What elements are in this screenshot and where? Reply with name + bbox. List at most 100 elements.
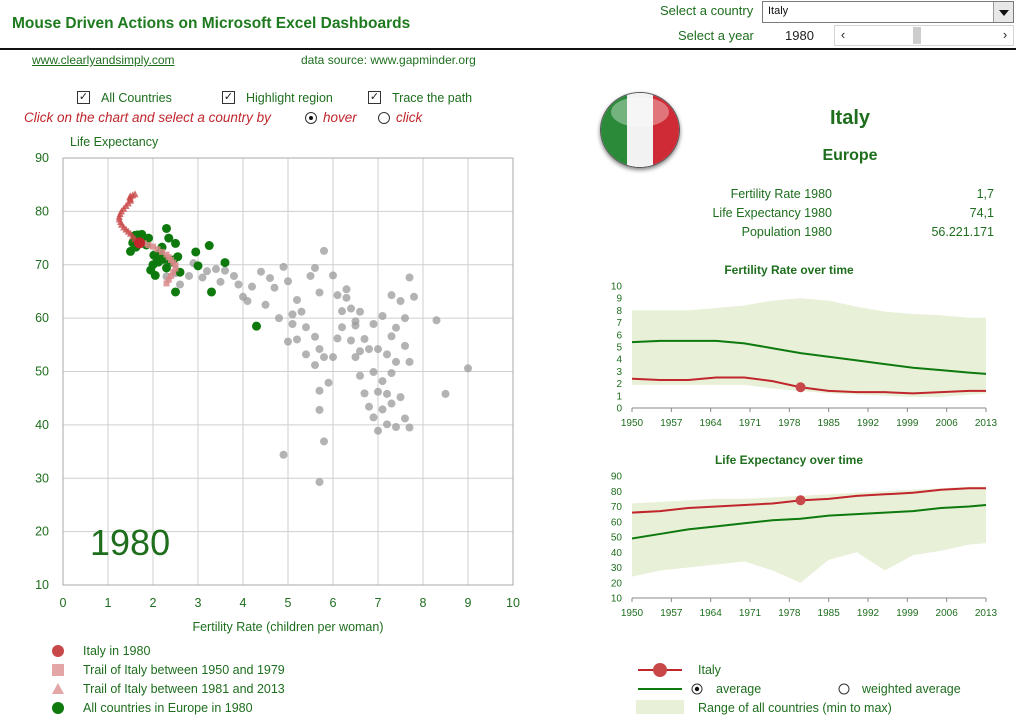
y-tick-label: 50 <box>35 365 49 379</box>
all-countries-point <box>401 314 409 323</box>
all-countries-point <box>320 246 328 255</box>
y-tick-label: 2 <box>616 379 622 390</box>
all-countries-point <box>387 369 396 378</box>
x-tick-label: 1985 <box>818 608 841 619</box>
average-line <box>631 503 987 540</box>
x-tick-label: 1999 <box>896 418 919 429</box>
y-tick-label: 9 <box>616 294 622 305</box>
x-tick-label: 1978 <box>778 418 801 429</box>
y-tick-label: 4 <box>616 355 622 366</box>
y-tick-label: 30 <box>35 471 49 485</box>
italy-trail-before-point <box>163 251 170 258</box>
site-link[interactable]: www.clearlyandsimply.com <box>32 53 175 67</box>
y-tick-label: 60 <box>611 517 623 528</box>
legend-range-label: Range of all countries (min to max) <box>698 701 892 715</box>
select-year-value: 1980 <box>785 28 814 43</box>
europe-country-point <box>252 321 261 331</box>
click-label: click <box>396 110 423 125</box>
country-combobox-value: Italy <box>768 5 789 17</box>
italy-trail-before-point <box>159 248 165 255</box>
all-countries-point <box>329 271 337 280</box>
country-combobox[interactable]: Italy <box>762 1 1014 23</box>
all-countries-point <box>315 345 324 354</box>
all-countries-point <box>293 295 301 304</box>
all-countries-point <box>392 423 400 432</box>
instruction-text: Click on the chart and select a country … <box>24 110 271 125</box>
all-countries-point <box>405 423 414 432</box>
all-countries-checkbox[interactable]: ✓ <box>77 91 90 104</box>
europe-country-point <box>150 270 160 280</box>
chevron-left-icon[interactable]: ‹ <box>840 27 846 42</box>
all-countries-point <box>216 277 225 286</box>
all-countries-point <box>230 271 238 280</box>
all-countries-point <box>306 271 315 280</box>
europe-country-point <box>144 233 153 243</box>
chevron-right-icon[interactable]: › <box>1002 27 1008 42</box>
all-countries-point <box>329 353 337 362</box>
x-tick-label: 1978 <box>778 608 801 619</box>
click-radio[interactable] <box>378 112 390 124</box>
range-band <box>632 486 986 583</box>
x-tick-label: 1985 <box>818 418 841 429</box>
weighted-average-radio <box>838 683 850 695</box>
all-countries-point <box>297 307 306 316</box>
all-countries-point <box>315 288 324 297</box>
big-year-label: 1980 <box>90 522 170 563</box>
select-year-label: Select a year <box>678 28 754 43</box>
all-countries-point <box>320 353 328 362</box>
all-countries-point <box>212 265 220 274</box>
all-countries-point <box>293 335 301 344</box>
country-name: Italy <box>829 107 871 129</box>
y-tick-label: 8 <box>616 306 622 317</box>
all-countries-point <box>365 402 373 411</box>
hover-radio[interactable] <box>305 112 317 124</box>
all-countries-point <box>261 300 270 309</box>
data-source-text: data source: www.gapminder.org <box>301 53 476 67</box>
x-tick-label: 1950 <box>621 418 644 429</box>
y-tick-label: 0 <box>616 404 622 415</box>
all-countries-point <box>392 357 400 366</box>
all-countries-point <box>324 378 333 387</box>
dashboard-title: Mouse Driven Actions on Microsoft Excel … <box>12 15 411 32</box>
select-country-label: Select a country <box>660 3 754 18</box>
x-tick-label: 1957 <box>660 608 683 619</box>
all-countries-point <box>248 282 256 291</box>
legend-italy-dot-icon <box>653 663 667 677</box>
scatter-chart[interactable]: 0 1 2 3 4 5 6 7 8 9 10 10 20 30 40 50 60 70 80 90 Life Expec… <box>0 130 560 640</box>
italy-current-point <box>134 237 145 249</box>
all-countries-point <box>338 323 346 332</box>
x-tick-label: 0 <box>60 596 67 610</box>
all-countries-point <box>369 319 378 328</box>
all-countries-label: All Countries <box>101 91 172 105</box>
all-countries-point <box>347 336 355 345</box>
all-countries-point <box>198 273 207 282</box>
all-countries-point <box>392 323 400 332</box>
all-countries-point <box>221 266 229 275</box>
all-countries-point <box>410 292 418 301</box>
trace-path-checkbox[interactable]: ✓ <box>368 91 381 104</box>
all-countries-point <box>338 307 346 316</box>
all-countries-point <box>266 274 274 283</box>
europe-country-point <box>171 287 180 297</box>
y-tick-label: 90 <box>35 151 49 165</box>
all-countries-point <box>374 426 382 435</box>
all-countries-point <box>176 280 184 289</box>
highlight-region-checkbox[interactable]: ✓ <box>222 91 235 104</box>
x-tick-label: 5 <box>285 596 292 610</box>
all-countries-point <box>401 341 409 350</box>
x-tick-label: 3 <box>195 596 202 610</box>
all-countries-point <box>315 477 324 486</box>
all-countries-point <box>315 386 324 395</box>
italy-trail-before-point <box>150 243 156 250</box>
legend-average-label: average <box>716 682 761 696</box>
year-scroll-thumb[interactable] <box>913 27 922 44</box>
year-scrollbar[interactable]: ‹ › <box>834 25 1014 46</box>
all-countries-point <box>432 316 441 325</box>
all-countries-point <box>342 285 351 294</box>
all-countries-point <box>464 364 472 373</box>
all-countries-point <box>405 357 414 366</box>
stat-value-fertility: 1,7 <box>976 187 994 201</box>
chevron-down-icon[interactable] <box>993 2 1013 22</box>
x-tick-label: 1992 <box>857 418 880 429</box>
y-tick-label: 40 <box>35 418 49 432</box>
